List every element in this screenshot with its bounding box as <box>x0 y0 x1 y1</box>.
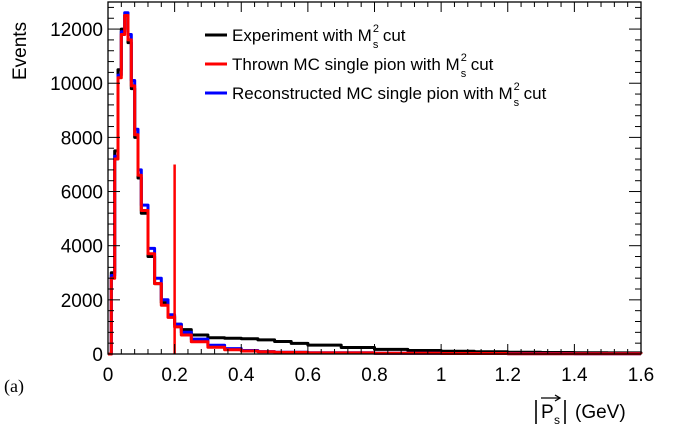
y-tick-label: 10000 <box>50 74 103 95</box>
legend-label-3: Reconstructed MC single pion with M <box>232 84 513 103</box>
x-tick-label: 1.2 <box>495 365 521 386</box>
legend-sub-2: s <box>461 68 467 80</box>
y-tick-label: 12000 <box>50 20 103 41</box>
y-tick-label: 6000 <box>61 183 103 204</box>
x-tick-label: 0.8 <box>361 365 387 386</box>
legend-after-1: cut <box>383 26 406 45</box>
legend-label-2: Thrown MC single pion with M <box>232 55 460 74</box>
x-tick-label: 1.4 <box>561 365 588 386</box>
legend-sup-2: 2 <box>461 52 467 64</box>
y-tick-label: 2000 <box>61 291 103 312</box>
series-line-2 <box>108 14 643 356</box>
x-tick-label: 1.6 <box>628 365 654 386</box>
x-tick-label: 0.2 <box>161 365 187 386</box>
y-tick-label: 0 <box>92 345 103 366</box>
ticks-layer: 0 0.2 0.4 0.6 0.8 1 1.2 1.4 1.6 0 2000 4000 6000 8000… <box>50 2 654 386</box>
x-tick-label: 0.4 <box>228 365 255 386</box>
x-axis-title-symbol-sub: s <box>554 413 560 427</box>
legend-sub-3: s <box>514 97 520 109</box>
x-tick-label: 0 <box>103 365 114 386</box>
legend-after-2: cut <box>471 55 494 74</box>
legend-sub-1: s <box>373 39 379 51</box>
legend-sup-3: 2 <box>514 81 520 93</box>
x-tick-label: 0.6 <box>295 365 321 386</box>
y-tick-label: 4000 <box>61 237 103 258</box>
x-axis-title-unit: (GeV) <box>575 402 626 423</box>
x-axis-title: P s (GeV) <box>535 394 626 427</box>
x-tick-label: 1 <box>436 365 447 386</box>
legend-label-1: Experiment with M <box>232 26 372 45</box>
x-axis-title-symbol: P <box>541 402 554 423</box>
panel-label: (a) <box>4 376 24 397</box>
legend-sup-1: 2 <box>373 23 379 35</box>
legend-after-3: cut <box>524 84 547 103</box>
y-axis-title: Events <box>10 22 31 80</box>
x-axis-title-arrowhead <box>554 394 562 402</box>
y-tick-label: 8000 <box>61 128 103 149</box>
